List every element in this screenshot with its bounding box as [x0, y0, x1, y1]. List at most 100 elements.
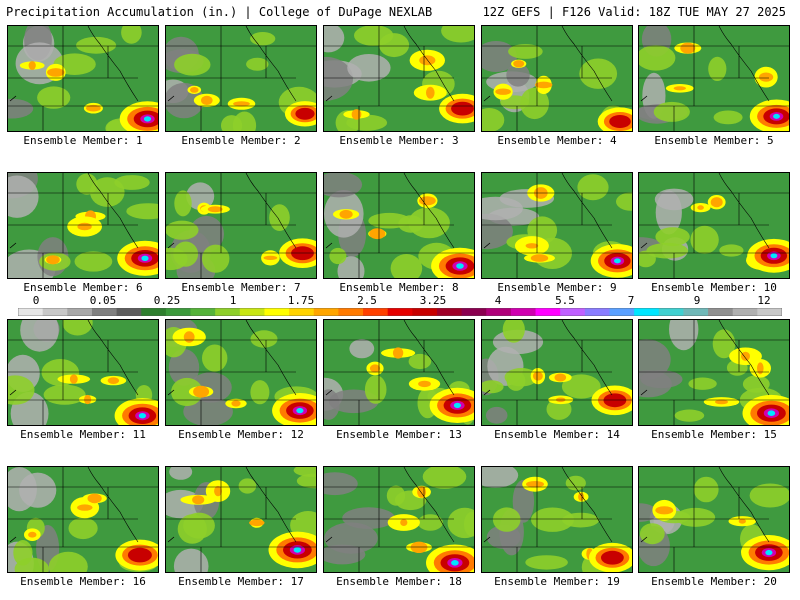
- member-map-1: [7, 25, 159, 132]
- colorbar-swatch: [658, 308, 684, 316]
- member-map-11: [7, 319, 159, 426]
- colorbar-swatch: [486, 308, 512, 316]
- precip-map: [166, 173, 316, 278]
- colorbar-swatch: [732, 308, 758, 316]
- colorbar-tick-label: 0: [32, 294, 40, 307]
- member-label: Ensemble Member: 8: [339, 281, 459, 294]
- precip-map: [166, 320, 316, 425]
- colorbar-tick-label: 3.25: [419, 294, 447, 307]
- precip-map: [8, 320, 158, 425]
- precip-map: [482, 467, 632, 572]
- member-label: Ensemble Member: 13: [336, 428, 462, 441]
- member-label: Ensemble Member: 6: [23, 281, 143, 294]
- colorbar-swatch: [560, 308, 586, 316]
- precip-map: [639, 26, 789, 131]
- precip-map: [8, 467, 158, 572]
- precip-map: [482, 173, 632, 278]
- member-label: Ensemble Member: 19: [494, 575, 620, 588]
- colorbar-swatch: [535, 308, 561, 316]
- colorbar-scale: [18, 308, 782, 316]
- precip-map: [639, 173, 789, 278]
- colorbar-swatch: [165, 308, 192, 316]
- colorbar-swatch: [42, 308, 68, 316]
- colorbar: 0 0.05 0.25 1 1.75 2.5 3.25 4 5.5 7 9 12: [0, 295, 800, 319]
- member-label: Ensemble Member: 11: [20, 428, 146, 441]
- colorbar-tick-label: 4: [494, 294, 502, 307]
- precip-map: [8, 173, 158, 278]
- colorbar-tick-label: 12: [757, 294, 771, 307]
- precip-map: [324, 467, 474, 572]
- precip-map: [482, 320, 632, 425]
- member-map-7: [165, 172, 317, 279]
- colorbar-swatch: [436, 308, 463, 316]
- member-label: Ensemble Member: 10: [651, 281, 777, 294]
- member-label: Ensemble Member: 15: [651, 428, 777, 441]
- precip-map: [8, 26, 158, 131]
- colorbar-swatch: [363, 308, 389, 316]
- member-map-5: [638, 25, 790, 132]
- colorbar-swatch: [67, 308, 93, 316]
- precip-map: [482, 26, 632, 131]
- colorbar-swatch: [264, 308, 290, 316]
- member-map-13: [323, 319, 475, 426]
- member-map-14: [481, 319, 633, 426]
- member-map-8: [323, 172, 475, 279]
- precip-map: [166, 26, 316, 131]
- precip-map: [324, 26, 474, 131]
- precip-map: [639, 320, 789, 425]
- colorbar-swatch: [116, 308, 142, 316]
- member-label: Ensemble Member: 12: [178, 428, 304, 441]
- colorbar-tick-label: 9: [693, 294, 701, 307]
- run-info: 12Z GEFS | F126 Valid: 18Z TUE MAY 27 20…: [482, 5, 786, 19]
- member-label: Ensemble Member: 18: [336, 575, 462, 588]
- colorbar-swatch: [289, 308, 315, 316]
- member-map-17: [165, 466, 317, 573]
- colorbar-tick-label: 2.5: [357, 294, 377, 307]
- colorbar-swatch: [338, 308, 364, 316]
- colorbar-swatch: [215, 308, 241, 316]
- member-map-20: [638, 466, 790, 573]
- colorbar-tick-label: 7: [627, 294, 635, 307]
- member-label: Ensemble Member: 14: [494, 428, 620, 441]
- member-label: Ensemble Member: 20: [651, 575, 777, 588]
- member-label: Ensemble Member: 4: [497, 134, 617, 147]
- member-map-2: [165, 25, 317, 132]
- member-map-16: [7, 466, 159, 573]
- member-label: Ensemble Member: 7: [181, 281, 301, 294]
- colorbar-swatch: [708, 308, 734, 316]
- colorbar-swatch: [461, 308, 487, 316]
- colorbar-swatch: [609, 308, 635, 316]
- precip-map: [639, 467, 789, 572]
- precip-map: [324, 173, 474, 278]
- colorbar-swatch: [387, 308, 413, 316]
- member-map-10: [638, 172, 790, 279]
- member-map-15: [638, 319, 790, 426]
- precip-map: [166, 467, 316, 572]
- member-label: Ensemble Member: 16: [20, 575, 146, 588]
- page-title: Precipitation Accumulation (in.) | Colle…: [6, 5, 433, 19]
- colorbar-swatch: [757, 308, 782, 316]
- member-map-19: [481, 466, 633, 573]
- member-label: Ensemble Member: 5: [654, 134, 774, 147]
- colorbar-tick-label: 0.05: [89, 294, 117, 307]
- colorbar-swatch: [313, 308, 339, 316]
- colorbar-swatch: [412, 308, 438, 316]
- precip-map: [324, 320, 474, 425]
- member-map-9: [481, 172, 633, 279]
- member-label: Ensemble Member: 9: [497, 281, 617, 294]
- colorbar-swatch: [91, 308, 118, 316]
- member-label: Ensemble Member: 17: [178, 575, 304, 588]
- colorbar-swatch: [18, 308, 44, 316]
- colorbar-swatch: [510, 308, 537, 316]
- colorbar-swatch: [634, 308, 660, 316]
- member-map-4: [481, 25, 633, 132]
- member-map-6: [7, 172, 159, 279]
- member-label: Ensemble Member: 1: [23, 134, 143, 147]
- colorbar-tick-label: 1.75: [287, 294, 315, 307]
- colorbar-swatch: [141, 308, 167, 316]
- colorbar-swatch: [239, 308, 265, 316]
- colorbar-swatch: [584, 308, 610, 316]
- member-map-3: [323, 25, 475, 132]
- colorbar-tick-label: 5.5: [555, 294, 575, 307]
- member-label: Ensemble Member: 2: [181, 134, 301, 147]
